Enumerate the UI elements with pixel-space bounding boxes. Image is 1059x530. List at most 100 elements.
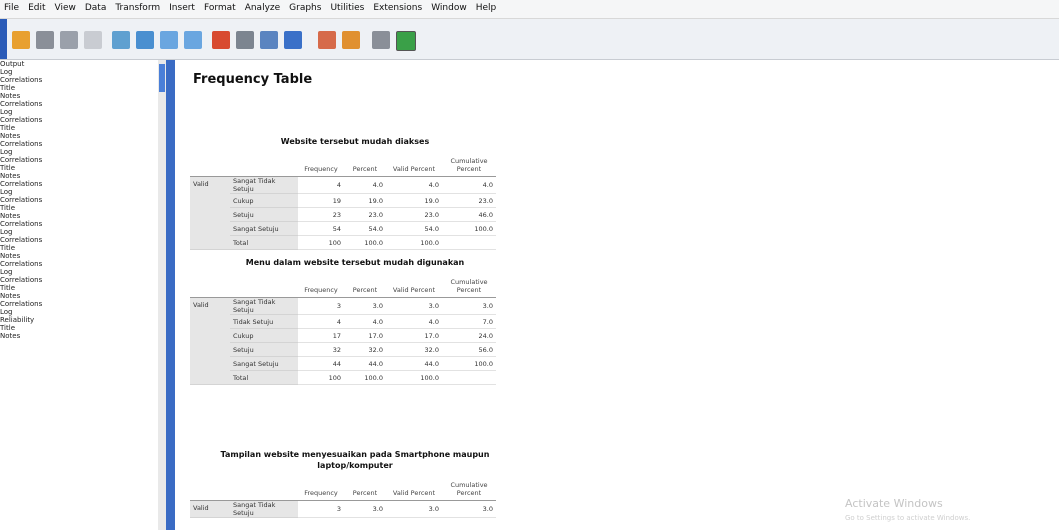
tree-node[interactable]: Notes bbox=[0, 292, 158, 300]
tree-node[interactable]: Output bbox=[0, 60, 158, 68]
icon-open[interactable] bbox=[12, 31, 30, 49]
icon-print[interactable] bbox=[60, 31, 78, 49]
tree-node[interactable]: Title bbox=[0, 204, 158, 212]
menu-item[interactable]: Transform bbox=[115, 3, 161, 13]
cell: 100.0 bbox=[442, 221, 496, 236]
tree-node[interactable]: Correlations bbox=[0, 76, 158, 84]
table: Frequency Percent Valid Percent Cumulative … bbox=[190, 477, 496, 518]
icon-undo[interactable] bbox=[160, 31, 178, 49]
tree-node[interactable]: Correlations bbox=[0, 300, 158, 308]
icon-variables[interactable] bbox=[236, 31, 254, 49]
tree-node[interactable]: Notes bbox=[0, 132, 158, 140]
tree-node[interactable]: Correlations bbox=[0, 180, 158, 188]
node-label: Correlations bbox=[0, 156, 43, 164]
cell: 3.0 bbox=[386, 297, 442, 315]
tree-node[interactable]: Correlations bbox=[0, 260, 158, 268]
tree-node[interactable]: Log bbox=[0, 228, 158, 236]
tree-node[interactable]: Title bbox=[0, 84, 158, 92]
node-label: Correlations bbox=[0, 76, 43, 84]
tree-node[interactable]: Notes bbox=[0, 172, 158, 180]
header-blank bbox=[230, 274, 298, 298]
icon-chart[interactable] bbox=[260, 31, 278, 49]
menu-item[interactable]: Analyze bbox=[244, 3, 281, 13]
tree-node[interactable]: Correlations bbox=[0, 140, 158, 148]
frequency-table: Tampilan website menyesuaikan pada Smart… bbox=[190, 449, 520, 518]
icon-export[interactable] bbox=[112, 31, 130, 49]
icon-goto[interactable] bbox=[212, 31, 230, 49]
tree-node[interactable]: Reliability bbox=[0, 316, 158, 324]
tree-node[interactable]: Correlations bbox=[0, 236, 158, 244]
cell: 100.0 bbox=[344, 370, 386, 385]
cell: 54.0 bbox=[386, 221, 442, 236]
tree-node[interactable]: Log bbox=[0, 188, 158, 196]
cell: 3 bbox=[298, 297, 344, 315]
tree-scrollbar bbox=[158, 60, 166, 530]
cell: 54.0 bbox=[344, 221, 386, 236]
menu-item[interactable]: Format bbox=[203, 3, 236, 13]
menu-item[interactable]: View bbox=[54, 3, 76, 13]
cell: 3.0 bbox=[344, 500, 386, 518]
icon-hide[interactable] bbox=[342, 31, 360, 49]
table-row: Cukup 19 19.0 19.0 23.0 bbox=[190, 193, 496, 208]
icon-show[interactable] bbox=[318, 31, 336, 49]
tree-node[interactable]: Notes bbox=[0, 252, 158, 260]
column-header: Valid Percent bbox=[386, 274, 442, 298]
icon-recall[interactable] bbox=[136, 31, 154, 49]
tree-node[interactable]: Log bbox=[0, 268, 158, 276]
accent-strip bbox=[0, 19, 7, 59]
tree-node[interactable]: Title bbox=[0, 164, 158, 172]
tree-node[interactable]: Correlations bbox=[0, 276, 158, 284]
cell: 23.0 bbox=[344, 207, 386, 222]
header-row: Frequency Percent Valid Percent Cumulative … bbox=[190, 477, 496, 501]
menu-item[interactable]: Insert bbox=[169, 3, 195, 13]
tree-node[interactable]: Correlations bbox=[0, 196, 158, 204]
menu-item[interactable]: Graphs bbox=[289, 3, 322, 13]
tree-node[interactable]: Notes bbox=[0, 92, 158, 100]
menu-item[interactable]: Utilities bbox=[330, 3, 365, 13]
cell: 17 bbox=[298, 328, 344, 343]
cell: 19.0 bbox=[386, 193, 442, 208]
cell: 100 bbox=[298, 370, 344, 385]
icon-table[interactable] bbox=[284, 31, 302, 49]
tree-node[interactable]: Log bbox=[0, 308, 158, 316]
tree-node[interactable]: Notes bbox=[0, 212, 158, 220]
row-group: Valid bbox=[190, 297, 230, 385]
cell bbox=[442, 370, 496, 385]
menu-item[interactable]: Window bbox=[431, 3, 467, 13]
menu-item[interactable]: Data bbox=[84, 3, 107, 13]
node-label: Correlations bbox=[0, 116, 43, 124]
icon-designate[interactable] bbox=[372, 31, 390, 49]
menu-item[interactable]: Edit bbox=[28, 3, 46, 13]
tree-node[interactable]: Log bbox=[0, 148, 158, 156]
column-header: Percent bbox=[344, 153, 386, 177]
menu-item[interactable]: Help bbox=[475, 3, 497, 13]
tree-node[interactable]: Notes bbox=[0, 332, 158, 340]
tree-node[interactable]: Correlations bbox=[0, 100, 158, 108]
row-label: Total bbox=[230, 235, 298, 250]
tree-node[interactable]: Title bbox=[0, 244, 158, 252]
tree-node[interactable]: Title bbox=[0, 124, 158, 132]
tree-node[interactable]: Log bbox=[0, 68, 158, 76]
cell: 4.0 bbox=[344, 314, 386, 329]
menu-item[interactable]: Extensions bbox=[373, 3, 423, 13]
column-header: Valid Percent bbox=[386, 477, 442, 501]
menu-item[interactable]: File bbox=[4, 3, 20, 13]
cell: 100 bbox=[298, 235, 344, 250]
column-header: Frequency bbox=[298, 153, 344, 177]
icon-select[interactable] bbox=[396, 31, 416, 51]
tree-node[interactable]: Title bbox=[0, 284, 158, 292]
row-group: Valid bbox=[190, 500, 230, 518]
cell: 56.0 bbox=[442, 342, 496, 357]
scroll-thumb[interactable] bbox=[159, 64, 165, 92]
cell: 32.0 bbox=[344, 342, 386, 357]
tree-node[interactable]: Correlations bbox=[0, 220, 158, 228]
icon-redo[interactable] bbox=[184, 31, 202, 49]
row-label: Sangat Tidak Setuju bbox=[230, 500, 298, 518]
icon-save[interactable] bbox=[36, 31, 54, 49]
tree-node[interactable]: Log bbox=[0, 108, 158, 116]
tree-node[interactable]: Correlations bbox=[0, 116, 158, 124]
icon-preview[interactable] bbox=[84, 31, 102, 49]
tree-node[interactable]: Title bbox=[0, 324, 158, 332]
tree-node[interactable]: Correlations bbox=[0, 156, 158, 164]
node-label: Correlations bbox=[0, 220, 43, 228]
